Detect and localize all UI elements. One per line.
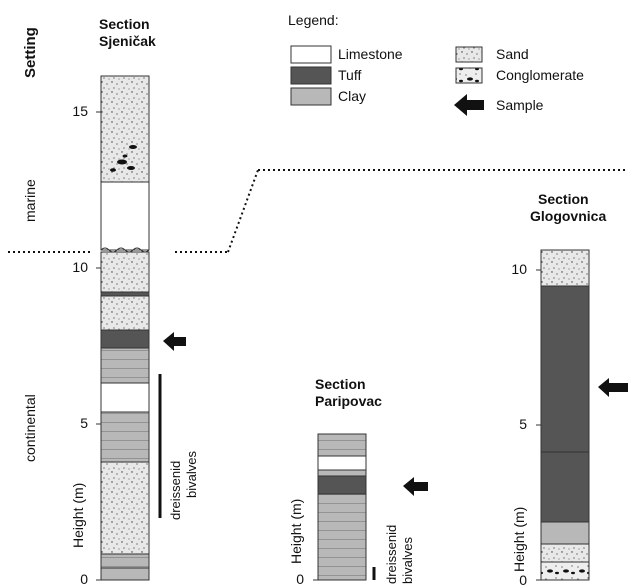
paripovac-column [317, 433, 367, 581]
legend-swatch-tuff [290, 66, 332, 85]
legend-label-limestone: Limestone [338, 46, 403, 62]
sjenicak-clay-1 [100, 347, 150, 384]
legend-label-sample: Sample [496, 97, 544, 113]
paripovac-sample-arrow [403, 477, 428, 496]
sjenicak-sand-4 [100, 461, 150, 555]
sjenicak-tick-0: 0 [80, 571, 88, 587]
legend-swatch-sample-arrow [454, 94, 484, 116]
sjenicak-axis-ticks [96, 111, 101, 581]
glogovnica-sample-arrow [598, 378, 628, 397]
sjenicak-dreissenid-label-1: dreissenid [168, 460, 183, 520]
sjenicak-limestone-2 [100, 382, 150, 413]
legend-label-sand: Sand [496, 46, 529, 62]
sjenicak-erosion-contact [100, 247, 150, 253]
sjenicak-conglomerate-clasts [110, 145, 137, 172]
glogovnica-title-line2: Glogovnica [530, 208, 607, 224]
glogovnica-column [540, 249, 590, 581]
sjenicak-tick-5: 5 [80, 415, 88, 431]
sjenicak-tuff [100, 329, 150, 349]
legend-label-tuff: Tuff [338, 67, 362, 83]
legend-title: Legend: [288, 12, 339, 28]
paripovac-dreissenid-label-2: bivalves [400, 537, 415, 584]
legend-swatch-limestone [290, 45, 332, 64]
legend-label-clay: Clay [338, 88, 367, 104]
sjenicak-sample-arrow [163, 332, 186, 351]
setting-marine-label: marine [22, 179, 38, 222]
glogovnica-title-line1: Section [538, 191, 589, 207]
sjenicak-clay-base [100, 553, 150, 569]
sjenicak-tick-10: 10 [72, 259, 88, 275]
glogovnica-tick-10: 10 [511, 261, 527, 277]
sjenicak-clay-2 [100, 411, 150, 463]
sjenicak-thin-tuff [100, 291, 150, 297]
paripovac-title-line1: Section [315, 376, 366, 392]
paripovac-height-label: Height (m) [288, 498, 304, 564]
legend-swatch-clay [290, 87, 332, 106]
setting-axis-label: Setting [22, 27, 39, 78]
sjenicak-height-label: Height (m) [70, 482, 86, 548]
sjenicak-title-line2: Sjeničak [99, 33, 156, 49]
sjenicak-title-line1: Section [99, 16, 150, 32]
setting-continental-label: continental [22, 394, 38, 462]
sjenicak-clay-bottom [100, 567, 150, 581]
sjenicak-dreissenid-label-2: bivalves [184, 451, 199, 498]
legend-swatch-sand [455, 46, 483, 63]
glogovnica-tick-0: 0 [519, 572, 527, 588]
glogovnica-height-label: Height (m) [511, 506, 527, 572]
paripovac-title-line2: Paripovac [315, 393, 382, 409]
sjenicak-limestone [100, 181, 150, 251]
sjenicak-column [100, 75, 150, 581]
sjenicak-tick-15: 15 [72, 103, 88, 119]
glogovnica-tick-5: 5 [519, 416, 527, 432]
legend-swatch-conglomerate [455, 67, 483, 84]
setting-boundary-line [8, 169, 628, 253]
glogovnica-axis-ticks [536, 269, 541, 581]
sjenicak-sand-top [100, 75, 150, 183]
sjenicak-sand-3 [100, 295, 150, 331]
legend-swatches [290, 45, 484, 116]
sjenicak-sand-2 [100, 251, 150, 293]
paripovac-dreissenid-label-1: dreissenid [384, 524, 399, 584]
paripovac-tick-0: 0 [296, 571, 304, 587]
legend-label-conglomerate: Conglomerate [496, 67, 584, 83]
